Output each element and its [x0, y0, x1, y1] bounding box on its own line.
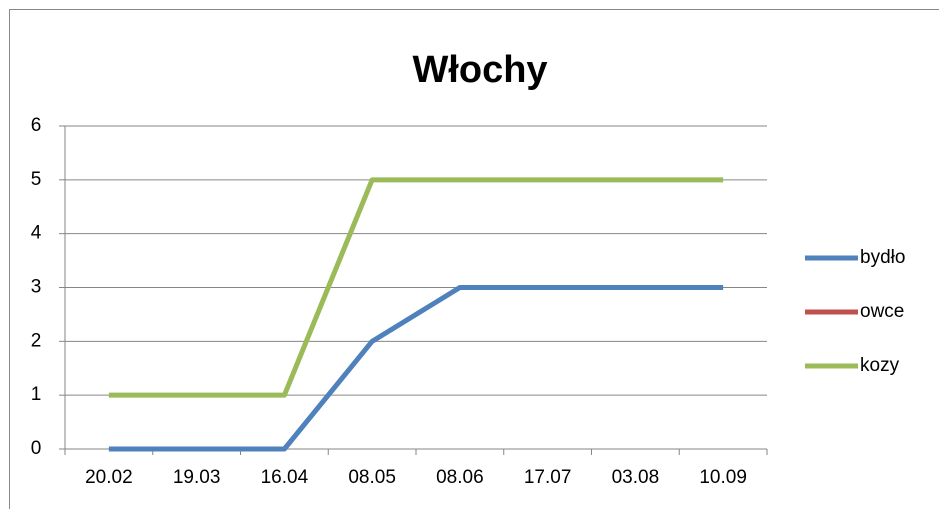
y-tick-label: 5	[31, 169, 42, 190]
x-tick-label: 03.08	[612, 467, 660, 488]
y-tick-label: 2	[31, 330, 42, 351]
chart-title: Włochy	[412, 49, 547, 91]
legend-label: owce	[860, 301, 904, 322]
legend-label: bydło	[860, 247, 905, 268]
y-tick-label: 4	[31, 223, 42, 244]
x-tick-label: 10.09	[699, 467, 747, 488]
y-tick-label: 6	[31, 115, 42, 136]
x-tick-label: 17.07	[524, 467, 572, 488]
chart-frame	[9, 9, 939, 509]
series-line	[108, 177, 724, 398]
legend-label: kozy	[860, 355, 900, 376]
y-tick-label: 0	[31, 438, 42, 459]
x-tick-label: 20.02	[85, 467, 133, 488]
y-tick-label: 1	[31, 384, 42, 405]
x-tick-label: 19.03	[173, 467, 221, 488]
x-tick-label: 08.06	[436, 467, 484, 488]
x-tick-label: 16.04	[261, 467, 309, 488]
series-line	[108, 285, 724, 452]
x-tick-label: 08.05	[348, 467, 396, 488]
y-tick-label: 3	[31, 277, 42, 298]
